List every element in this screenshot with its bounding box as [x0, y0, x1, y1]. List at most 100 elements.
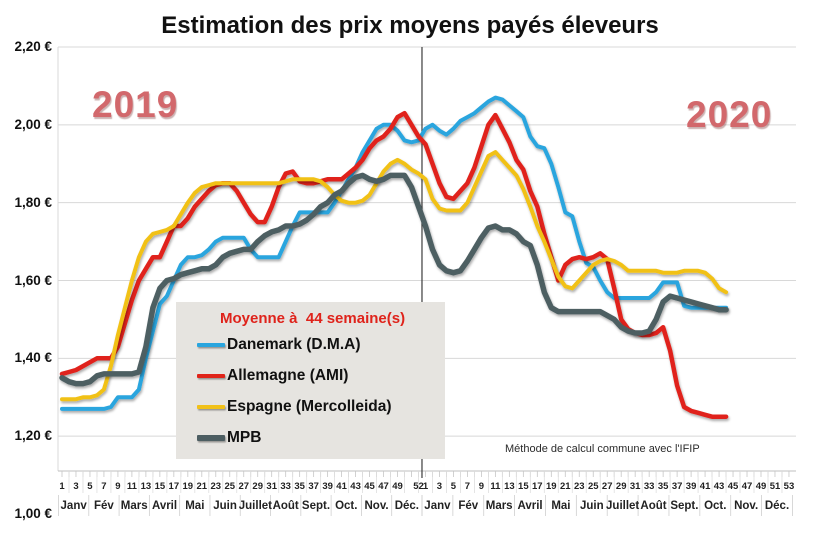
svg-text:21: 21	[197, 481, 208, 492]
svg-text:Nov.: Nov.	[734, 500, 758, 512]
legend-item-allemagne: Allemagne (AMI)	[176, 360, 445, 391]
svg-text:11: 11	[490, 481, 501, 492]
method-note: Méthode de calcul commune avec l'IFIP	[505, 443, 700, 455]
y-axis-tick-180: 1,80 €	[14, 194, 52, 210]
svg-text:35: 35	[658, 481, 669, 492]
svg-text:1: 1	[59, 481, 65, 492]
legend-label: Espagne (Mercolleida)	[227, 397, 392, 415]
y-axis-tick-220: 2,20 €	[14, 39, 52, 54]
svg-text:Oct.: Oct.	[704, 500, 726, 512]
svg-text:9: 9	[479, 481, 484, 492]
svg-text:23: 23	[574, 481, 585, 492]
svg-text:Avril: Avril	[152, 500, 177, 512]
legend-item-mpb: MPB	[176, 422, 445, 453]
svg-text:Mars: Mars	[486, 500, 513, 512]
svg-text:5: 5	[451, 481, 457, 492]
svg-text:15: 15	[155, 481, 166, 492]
svg-text:13: 13	[141, 481, 152, 492]
svg-text:11: 11	[127, 481, 138, 492]
svg-text:Août: Août	[273, 500, 299, 512]
chart-legend: Moyenne à 44 semaine(s) Danemark (D.M.A)…	[176, 302, 445, 459]
svg-text:Juillet: Juillet	[606, 500, 639, 512]
svg-text:31: 31	[266, 481, 277, 492]
svg-text:Mai: Mai	[551, 500, 570, 512]
svg-text:19: 19	[546, 481, 557, 492]
svg-text:41: 41	[700, 481, 711, 492]
svg-text:49: 49	[392, 481, 403, 492]
svg-text:45: 45	[728, 481, 739, 492]
svg-text:43: 43	[350, 481, 361, 492]
svg-text:Sept.: Sept.	[302, 500, 330, 512]
svg-text:Janv: Janv	[424, 500, 451, 512]
year-label-2020: 2020	[686, 94, 773, 135]
legend-label: Allemagne (AMI)	[227, 366, 349, 384]
legend-label: MPB	[227, 428, 262, 446]
svg-text:Fév: Fév	[94, 500, 114, 512]
svg-text:3: 3	[73, 481, 78, 492]
svg-text:9: 9	[115, 481, 120, 492]
svg-text:Août: Août	[640, 500, 666, 512]
svg-text:Juin: Juin	[580, 500, 604, 512]
svg-text:Juin: Juin	[213, 500, 237, 512]
svg-text:45: 45	[364, 481, 375, 492]
svg-text:Déc.: Déc.	[765, 500, 789, 512]
svg-text:Déc.: Déc.	[395, 500, 419, 512]
svg-text:17: 17	[532, 481, 543, 492]
svg-text:53: 53	[784, 481, 795, 492]
y-axis-tick-160: 1,60 €	[14, 272, 52, 288]
svg-text:19: 19	[183, 481, 194, 492]
svg-text:29: 29	[616, 481, 627, 492]
svg-text:Fév: Fév	[458, 500, 478, 512]
svg-text:Nov.: Nov.	[365, 500, 389, 512]
svg-text:Oct.: Oct.	[335, 500, 357, 512]
svg-text:Juillet: Juillet	[239, 500, 272, 512]
chart-title: Estimation des prix moyens payés éleveur…	[161, 12, 659, 39]
svg-text:Mai: Mai	[185, 500, 204, 512]
y-axis-tick-200: 2,00 €	[14, 116, 52, 132]
svg-text:3: 3	[437, 481, 442, 492]
svg-text:27: 27	[238, 481, 249, 492]
svg-text:49: 49	[756, 481, 767, 492]
svg-text:5: 5	[87, 481, 93, 492]
svg-text:Sept.: Sept.	[670, 500, 698, 512]
svg-text:Janv: Janv	[61, 500, 88, 512]
svg-text:39: 39	[322, 481, 333, 492]
year-label-2019: 2019	[92, 84, 179, 125]
svg-text:1: 1	[423, 481, 429, 492]
svg-text:39: 39	[686, 481, 697, 492]
y-axis-tick-120: 1,20 €	[14, 428, 52, 444]
svg-text:37: 37	[308, 481, 319, 492]
svg-text:Mars: Mars	[121, 500, 148, 512]
svg-text:51: 51	[770, 481, 781, 492]
svg-text:23: 23	[210, 481, 221, 492]
y-axis-tick-100: 1,00 €	[14, 506, 52, 521]
svg-text:33: 33	[280, 481, 291, 492]
legend-item-danemark: Danemark (D.M.A)	[176, 329, 445, 360]
svg-text:33: 33	[644, 481, 655, 492]
svg-text:7: 7	[465, 481, 470, 492]
svg-text:47: 47	[378, 481, 389, 492]
allemagne-line-swatch-icon	[197, 373, 225, 378]
svg-text:47: 47	[742, 481, 753, 492]
espagne-line-swatch-icon	[197, 404, 225, 409]
svg-text:17: 17	[169, 481, 180, 492]
svg-text:21: 21	[560, 481, 571, 492]
mpb-line-swatch-icon	[197, 434, 225, 441]
svg-text:29: 29	[252, 481, 263, 492]
svg-text:31: 31	[630, 481, 641, 492]
svg-text:13: 13	[504, 481, 515, 492]
svg-text:7: 7	[101, 481, 106, 492]
svg-text:43: 43	[714, 481, 725, 492]
legend-label: Danemark (D.M.A)	[227, 335, 361, 353]
svg-text:25: 25	[588, 481, 599, 492]
svg-text:41: 41	[336, 481, 347, 492]
svg-text:27: 27	[602, 481, 613, 492]
svg-text:Avril: Avril	[517, 500, 542, 512]
legend-title: Moyenne à 44 semaine(s)	[220, 310, 406, 327]
danemark-line-swatch-icon	[197, 342, 225, 347]
y-axis-tick-140: 1,40 €	[14, 350, 52, 366]
svg-text:15: 15	[518, 481, 529, 492]
legend-item-espagne: Espagne (Mercolleida)	[176, 391, 445, 422]
